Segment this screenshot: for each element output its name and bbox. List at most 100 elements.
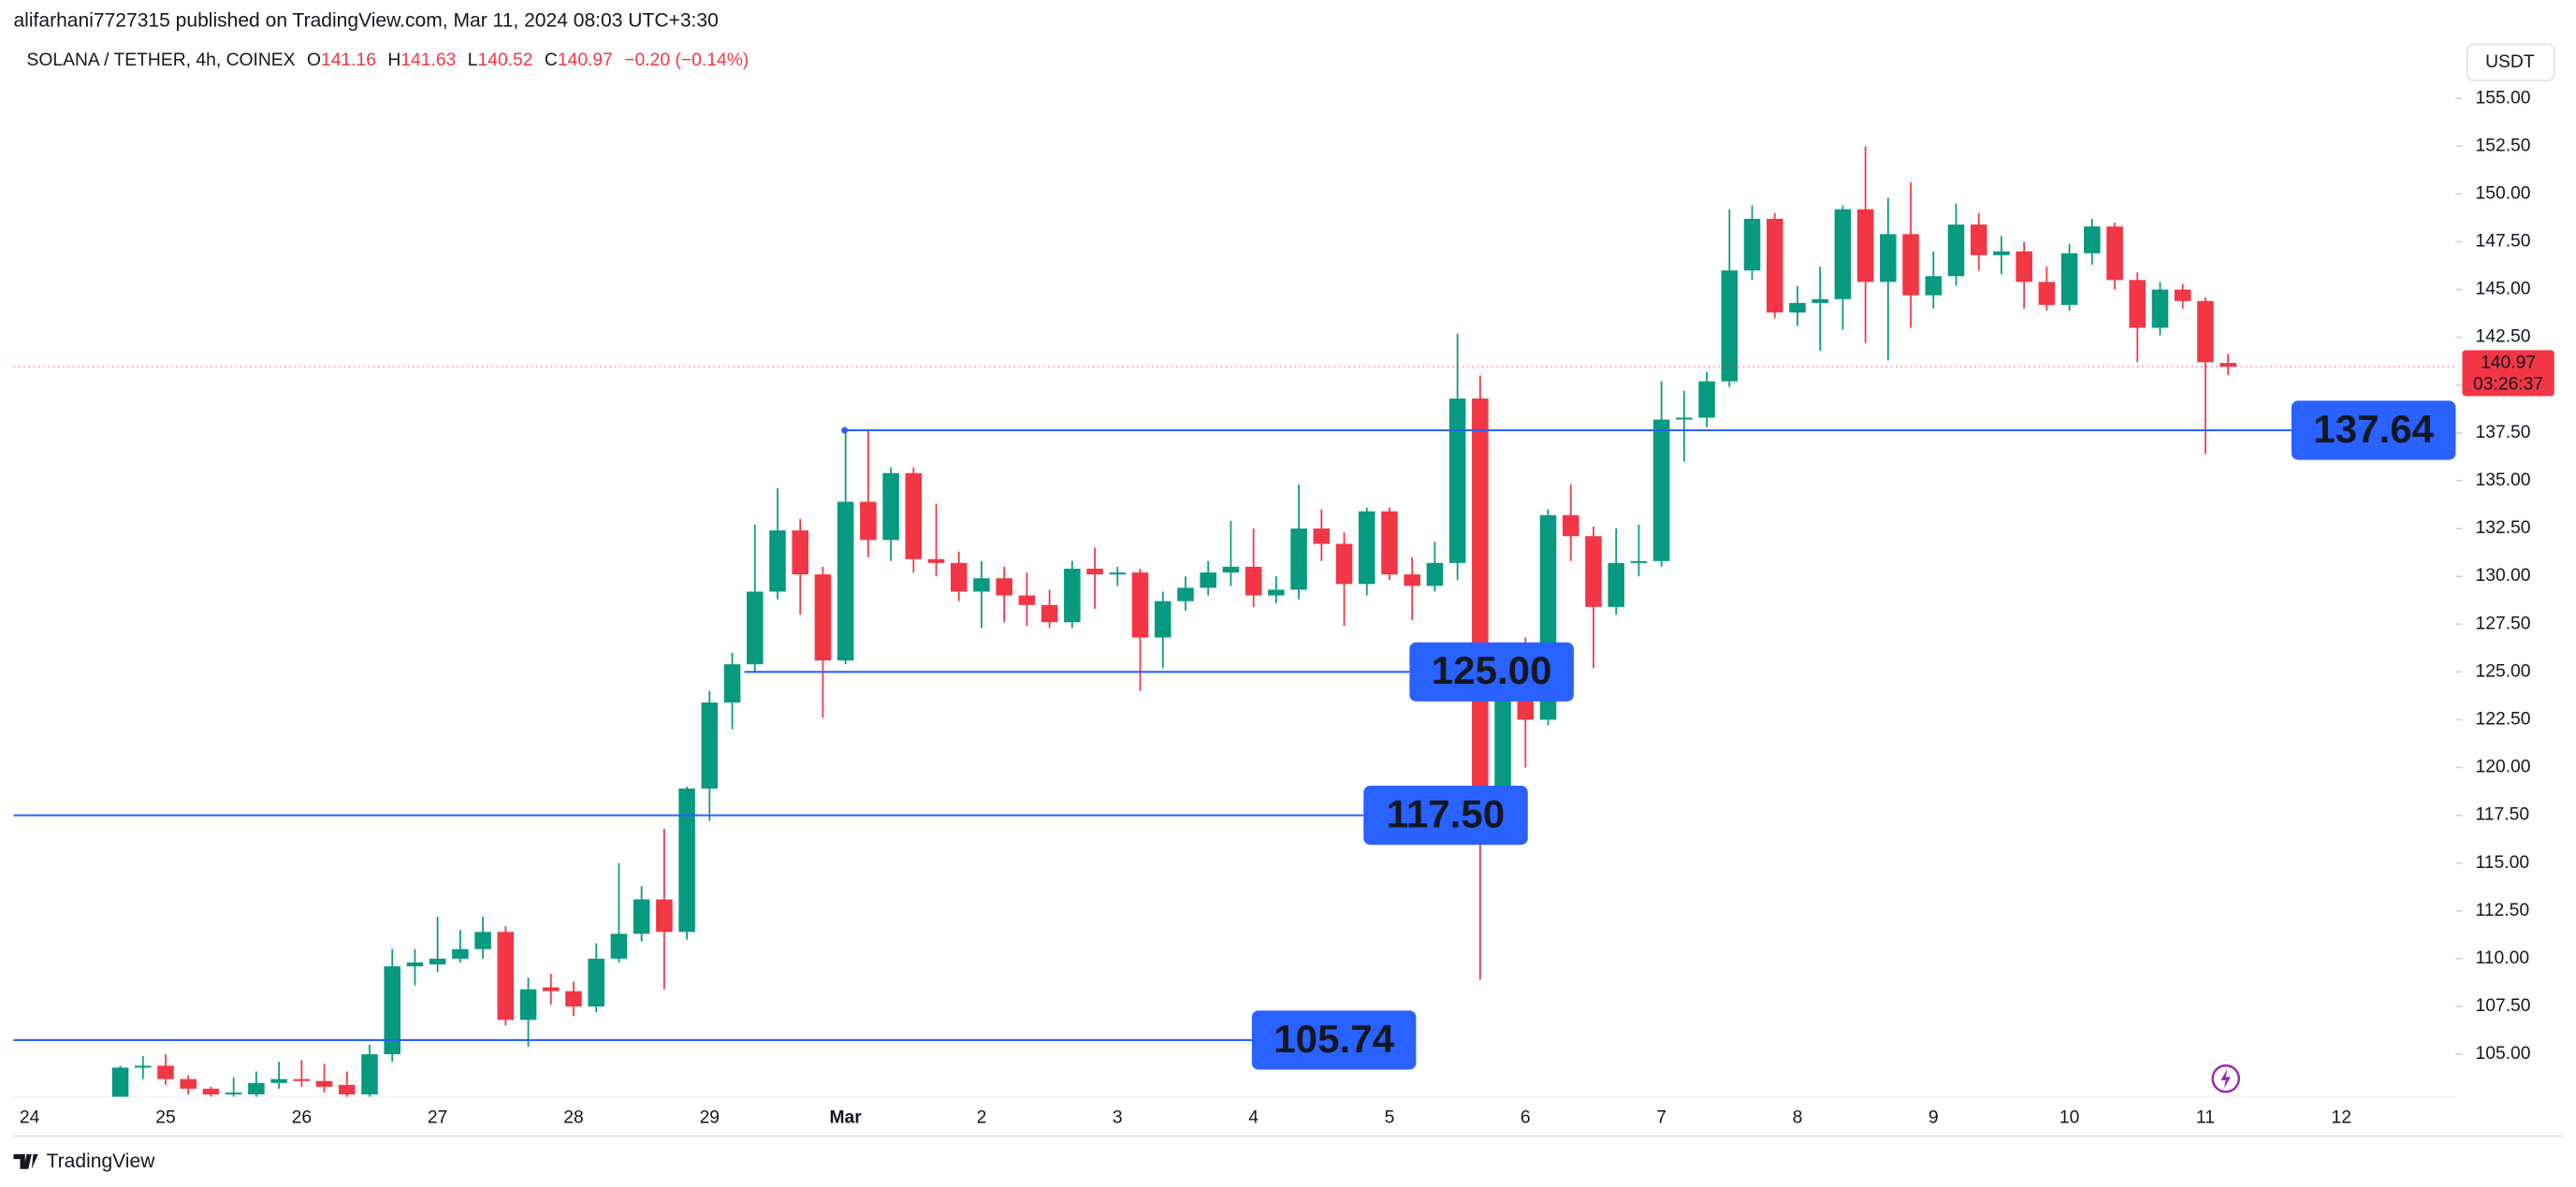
x-tick-label: 2: [977, 1107, 987, 1127]
candle-body: [2174, 289, 2191, 301]
candle-body: [860, 501, 877, 541]
candle-body: [1200, 572, 1216, 588]
x-tick-label: 3: [1113, 1107, 1123, 1127]
candle-body: [1925, 276, 1943, 296]
candle-body: [769, 530, 786, 592]
level-label: 125.00: [1432, 648, 1552, 692]
candle-body: [225, 1092, 242, 1095]
candle-body: [293, 1078, 311, 1081]
candle-body: [1154, 601, 1172, 638]
candle-body: [1676, 417, 1693, 420]
currency-label[interactable]: USDT: [2485, 52, 2535, 72]
candle-body: [905, 472, 923, 559]
candle-body: [610, 934, 628, 959]
candle-body: [1902, 234, 1919, 296]
alert-icon[interactable]: [2211, 1064, 2240, 1093]
candle-body: [1290, 528, 1307, 590]
y-tick-label: 105.00: [2476, 1044, 2531, 1064]
footer-logo: [13, 1153, 38, 1169]
ohlc-letter: C: [545, 51, 558, 70]
currency-button[interactable]: [2466, 43, 2555, 81]
candle-body: [1244, 566, 1262, 596]
candle-body: [1086, 568, 1103, 575]
candle-body: [519, 989, 537, 1021]
x-tick-label: 8: [1793, 1107, 1803, 1127]
candle-body: [996, 578, 1012, 596]
candle-body: [1880, 234, 1897, 282]
candle-body: [1268, 589, 1285, 596]
y-tick-label: 142.50: [2476, 327, 2531, 347]
y-tick-label: 117.50: [2476, 805, 2530, 825]
candle-body: [1472, 398, 1489, 795]
y-tick-label: 107.50: [2476, 996, 2531, 1016]
candle-body: [633, 899, 650, 934]
candle-body: [361, 1054, 378, 1095]
level-box: [2291, 400, 2456, 460]
alert-circle[interactable]: [2211, 1064, 2240, 1093]
candle-body: [1041, 604, 1058, 623]
x-tick-label: Mar: [829, 1107, 862, 1127]
candle-body: [1698, 381, 1715, 418]
candle-body: [1335, 543, 1353, 585]
candle-body: [2197, 300, 2214, 363]
countdown: 03:26:37: [2473, 374, 2543, 394]
y-tick-label: 120.00: [2476, 758, 2531, 777]
candle-body: [814, 574, 832, 661]
candle-body: [950, 562, 968, 592]
y-tick-label: 112.50: [2476, 901, 2530, 920]
y-tick-label: 152.50: [2476, 136, 2531, 155]
candle-body: [2038, 282, 2056, 305]
candle-body: [2084, 226, 2101, 253]
x-tick-label: 28: [563, 1107, 583, 1127]
candle-body: [180, 1078, 197, 1089]
ohlc-value: 141.63: [400, 51, 456, 70]
candle-body: [701, 702, 719, 789]
x-tick-label: 12: [2332, 1107, 2351, 1127]
x-tick-label: 4: [1248, 1107, 1259, 1127]
candle-body: [1812, 298, 1828, 303]
candle-body: [1993, 251, 2010, 255]
level-box: [1409, 642, 1574, 702]
y-tick-label: 155.00: [2476, 88, 2531, 108]
candle-body: [1856, 209, 1874, 282]
x-tick-label: 9: [1928, 1107, 1939, 1127]
candle-body: [746, 591, 764, 665]
x-tick-label: 10: [2059, 1107, 2079, 1127]
candle-body: [2151, 289, 2169, 328]
candle-body: [1652, 419, 1670, 561]
candle-body: [1177, 587, 1194, 601]
x-tick-label: 25: [155, 1107, 175, 1127]
x-tick-label: 26: [292, 1107, 312, 1127]
symbol: SOLANA / TETHER, 4h, COINEX: [27, 51, 296, 70]
candle-body: [1947, 224, 1965, 277]
candle-body: [202, 1088, 220, 1095]
y-tick-label: 127.50: [2476, 614, 2531, 633]
candle-body: [565, 991, 582, 1006]
y-tick-label: 125.00: [2476, 661, 2531, 681]
y-tick-label: 132.50: [2476, 518, 2531, 538]
x-tick-label: 24: [20, 1107, 40, 1127]
candle-body: [588, 958, 604, 1006]
candle-body: [1562, 514, 1579, 537]
candle-body: [1448, 398, 1466, 563]
candle-body: [135, 1065, 152, 1068]
candle-body: [882, 472, 899, 541]
candle-body: [837, 501, 854, 661]
candle-body: [973, 578, 990, 592]
candle-body: [497, 932, 515, 1021]
candle-body: [2106, 226, 2123, 281]
candle-body: [270, 1078, 287, 1083]
candle-body: [157, 1065, 174, 1079]
level-label: 137.64: [2313, 407, 2434, 451]
y-tick-label: 130.00: [2476, 566, 2531, 586]
candle-body: [1766, 218, 1783, 313]
alert-bolt[interactable]: [2220, 1068, 2231, 1089]
candle-body: [2219, 363, 2236, 367]
candle-body: [2016, 251, 2032, 282]
y-tick-label: 147.50: [2476, 232, 2531, 252]
candle-body: [656, 899, 673, 933]
ohlc-letter: L: [468, 51, 478, 70]
change: −0.20 (−0.14%): [624, 51, 749, 70]
